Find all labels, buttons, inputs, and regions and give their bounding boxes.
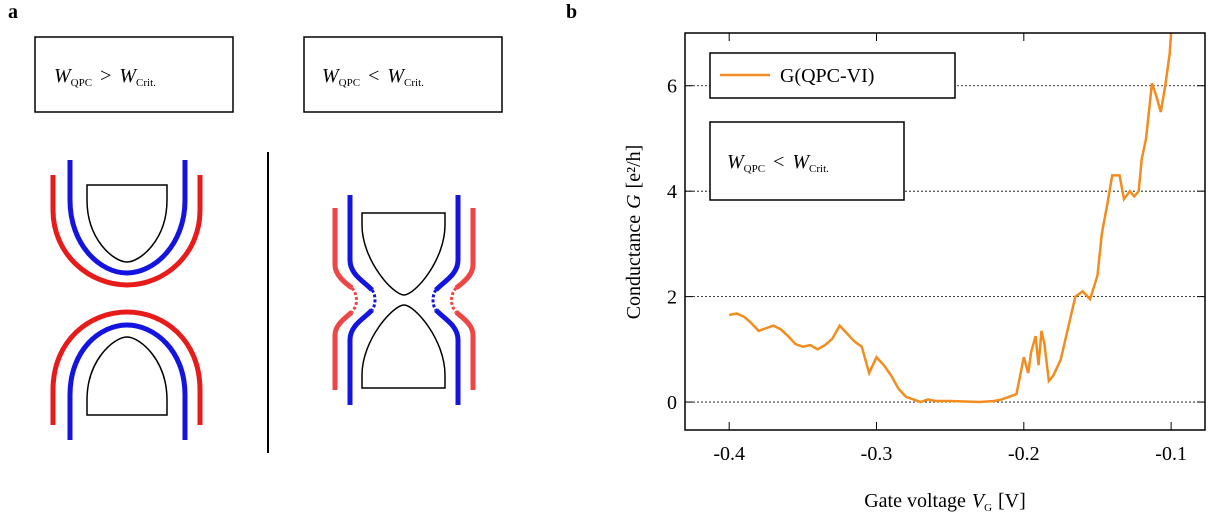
- edge-channel: [347, 195, 374, 405]
- relation: <: [773, 151, 784, 173]
- edge-channel: [67, 322, 188, 440]
- tunnel-path: [350, 287, 358, 313]
- y-tick-label: 6: [667, 76, 677, 98]
- tunnel-path: [450, 287, 458, 313]
- symbol: W: [54, 65, 73, 87]
- subscript: QPC: [744, 163, 765, 175]
- data-line: [728, 32, 1173, 404]
- formula-box: [34, 36, 234, 113]
- formula-box: [303, 36, 503, 113]
- relation: <: [368, 65, 379, 87]
- gate: [86, 336, 168, 416]
- label-text: Gate voltage: [864, 490, 966, 512]
- gate: [86, 184, 168, 263]
- panel-label: b: [566, 1, 577, 23]
- subscript: QPC: [71, 77, 92, 89]
- subscript: G: [984, 502, 992, 514]
- edge-channel: [434, 195, 461, 405]
- gate: [361, 212, 446, 296]
- symbol: W: [387, 65, 406, 87]
- y-tick-label: 0: [667, 392, 677, 414]
- x-tick-label: -0.2: [1008, 443, 1040, 465]
- symbol: W: [322, 65, 341, 87]
- formula: WQPC > WCrit.: [54, 65, 156, 89]
- edge-channel: [50, 309, 203, 425]
- symbol: W: [119, 65, 138, 87]
- formula: WQPC < WCrit.: [322, 65, 424, 89]
- relation: >: [100, 65, 111, 87]
- panel-label: a: [8, 1, 18, 23]
- subscript: Crit.: [404, 77, 424, 89]
- x-tick-label: -0.4: [713, 443, 745, 465]
- y-axis-label: Conductance G [e²/h]: [623, 145, 645, 320]
- y-tick-label: 4: [667, 181, 677, 203]
- annotation: WQPC < WCrit.: [727, 151, 829, 175]
- unit: [V]: [998, 490, 1026, 512]
- edge-channel: [454, 208, 476, 390]
- y-tick-label: 2: [667, 287, 677, 309]
- symbol: W: [792, 151, 811, 173]
- unit: [e²/h]: [623, 145, 645, 189]
- subscript: Crit.: [809, 163, 829, 175]
- tunnel-path: [431, 289, 438, 311]
- tunnel-path: [370, 289, 377, 311]
- x-axis-label: Gate voltage VG [V]: [864, 490, 1026, 514]
- edge-channel: [67, 160, 188, 276]
- chart: 0 2 4 6 -0.4 -0.3 -0.2 -0.1 G(QPC-VI): [667, 32, 1206, 465]
- narrow-constriction: [332, 195, 476, 405]
- x-tick-label: -0.3: [861, 443, 893, 465]
- label-text: Conductance: [623, 215, 645, 320]
- symbol: W: [727, 151, 746, 173]
- legend-label: G(QPC-VI): [780, 65, 874, 87]
- edge-channel: [332, 208, 354, 390]
- x-tick-label: -0.1: [1155, 443, 1187, 465]
- symbol: G: [623, 194, 645, 209]
- subscript: QPC: [339, 77, 360, 89]
- plot-frame: [684, 32, 1206, 431]
- annotation-box: [709, 121, 905, 201]
- wide-constriction: [50, 160, 203, 440]
- subscript: Crit.: [136, 77, 156, 89]
- edge-channel: [50, 175, 203, 288]
- symbol: V: [972, 490, 987, 512]
- gate: [361, 304, 446, 389]
